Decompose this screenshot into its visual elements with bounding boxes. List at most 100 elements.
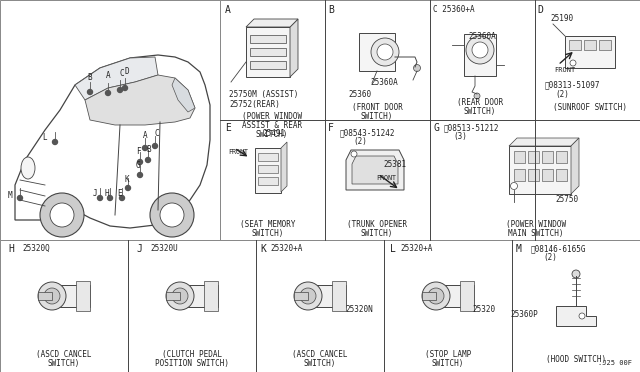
Text: K: K: [125, 176, 129, 185]
Text: C: C: [120, 70, 124, 78]
Text: 25752(REAR): 25752(REAR): [229, 100, 280, 109]
Bar: [38, 292, 52, 300]
Polygon shape: [281, 142, 287, 192]
Bar: [460, 281, 474, 311]
Circle shape: [138, 173, 143, 177]
Circle shape: [120, 196, 125, 201]
Text: (POWER WINDOW: (POWER WINDOW: [506, 220, 566, 229]
Bar: [359, 33, 395, 71]
Text: 25750: 25750: [555, 195, 578, 204]
Circle shape: [122, 86, 127, 90]
Bar: [464, 34, 496, 76]
Text: D: D: [537, 5, 543, 15]
Circle shape: [88, 90, 93, 94]
Circle shape: [160, 203, 184, 227]
Polygon shape: [509, 138, 579, 146]
Text: (2): (2): [555, 90, 569, 99]
Text: FRONT: FRONT: [376, 175, 396, 181]
Text: SWITCH): SWITCH): [256, 130, 288, 139]
Text: (STOP LAMP: (STOP LAMP: [425, 350, 471, 359]
Circle shape: [579, 313, 585, 319]
Text: (FRONT DOOR: (FRONT DOOR: [351, 103, 403, 112]
Text: (2): (2): [353, 137, 367, 146]
Text: SWITCH): SWITCH): [361, 229, 393, 238]
Circle shape: [351, 151, 357, 157]
Text: 25491: 25491: [262, 129, 285, 138]
Circle shape: [428, 288, 444, 304]
Polygon shape: [346, 150, 404, 190]
Bar: [542, 169, 553, 181]
Circle shape: [294, 282, 322, 310]
Text: (SEAT MEMORY: (SEAT MEMORY: [240, 220, 296, 229]
Bar: [258, 177, 278, 185]
Bar: [514, 151, 525, 163]
Polygon shape: [15, 55, 210, 228]
Circle shape: [38, 282, 66, 310]
Circle shape: [118, 87, 122, 93]
Circle shape: [50, 203, 74, 227]
Bar: [50, 285, 90, 307]
Polygon shape: [352, 156, 398, 184]
Circle shape: [474, 93, 480, 99]
Text: 25360A: 25360A: [370, 78, 397, 87]
Circle shape: [152, 144, 157, 148]
Text: J: J: [93, 189, 97, 198]
Text: B: B: [147, 145, 151, 154]
Bar: [294, 292, 308, 300]
Text: 25360A: 25360A: [468, 32, 496, 41]
Circle shape: [413, 64, 420, 71]
Text: SWITCH): SWITCH): [432, 359, 464, 368]
Text: ASSIST & REAR: ASSIST & REAR: [242, 121, 302, 130]
Text: FRONT: FRONT: [228, 149, 248, 155]
Text: (SUNROOF SWITCH): (SUNROOF SWITCH): [553, 103, 627, 112]
Text: Ⓝ08513-51212: Ⓝ08513-51212: [444, 123, 499, 132]
Circle shape: [108, 196, 113, 201]
Text: POSITION SWITCH): POSITION SWITCH): [155, 359, 229, 368]
Polygon shape: [571, 138, 579, 194]
Polygon shape: [556, 306, 596, 326]
Text: Ⓝ08543-51242: Ⓝ08543-51242: [340, 128, 396, 137]
Circle shape: [52, 140, 58, 144]
Bar: [599, 40, 611, 50]
Polygon shape: [246, 19, 298, 27]
Text: (3): (3): [453, 132, 467, 141]
Bar: [556, 169, 567, 181]
Text: (CLUTCH PEDAL: (CLUTCH PEDAL: [162, 350, 222, 359]
Text: A: A: [106, 71, 110, 80]
Circle shape: [570, 60, 576, 66]
Bar: [246, 27, 290, 77]
Text: D: D: [125, 67, 129, 77]
Text: (HOOD SWITCH): (HOOD SWITCH): [546, 355, 606, 364]
Circle shape: [125, 186, 131, 190]
Text: B: B: [88, 73, 92, 81]
Bar: [258, 165, 278, 173]
Text: E: E: [118, 189, 122, 198]
Circle shape: [371, 38, 399, 66]
Text: SWITCH): SWITCH): [464, 107, 496, 116]
Circle shape: [150, 193, 194, 237]
Bar: [250, 35, 286, 43]
Bar: [569, 40, 581, 50]
Text: L: L: [390, 244, 396, 254]
Text: 25320: 25320: [472, 305, 495, 314]
Text: G: G: [136, 161, 140, 170]
Bar: [556, 151, 567, 163]
Bar: [166, 292, 180, 300]
Text: .J25 00F: .J25 00F: [598, 360, 632, 366]
Bar: [178, 285, 218, 307]
Circle shape: [44, 288, 60, 304]
Polygon shape: [290, 19, 298, 77]
Circle shape: [17, 196, 22, 201]
Bar: [528, 151, 539, 163]
Text: B: B: [328, 5, 334, 15]
Text: (TRUNK OPENER: (TRUNK OPENER: [347, 220, 407, 229]
Circle shape: [106, 90, 111, 96]
Text: M: M: [8, 190, 12, 199]
Circle shape: [466, 36, 494, 64]
Text: F: F: [136, 148, 140, 157]
Circle shape: [472, 42, 488, 58]
Text: 25360: 25360: [348, 90, 371, 99]
Polygon shape: [172, 78, 195, 112]
Text: 25320+A: 25320+A: [400, 244, 433, 253]
Text: 25750M (ASSIST): 25750M (ASSIST): [229, 90, 298, 99]
